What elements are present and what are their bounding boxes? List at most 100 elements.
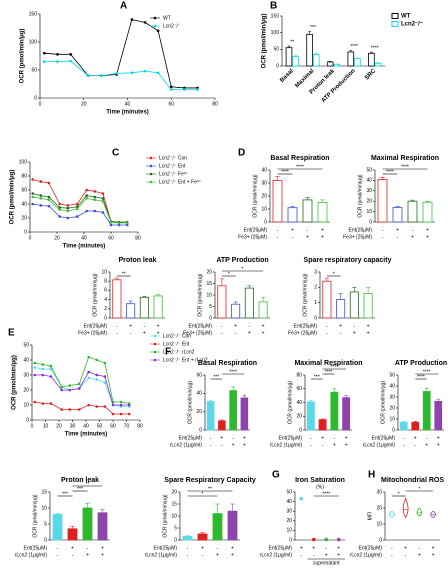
sig-label: * [398, 491, 400, 497]
bar [330, 391, 339, 431]
data-point [95, 373, 99, 377]
sig-label: **** [330, 364, 338, 370]
data-point [69, 59, 72, 63]
bar [231, 303, 241, 319]
data-point [85, 188, 88, 192]
data-point [49, 402, 53, 405]
condition-mark: + [157, 323, 160, 329]
y-tick-label: 0 [34, 95, 37, 101]
data-point [93, 190, 97, 193]
y-tick-label: 30 [286, 509, 292, 515]
condition-mark: - [57, 545, 59, 551]
bar [318, 419, 327, 431]
y-tick-label: 20 [376, 505, 382, 511]
bar [67, 528, 78, 541]
condition-mark: - [221, 442, 223, 448]
sig-label: * [228, 271, 230, 277]
data-point [109, 223, 113, 227]
bar [333, 63, 341, 67]
condition-mark: + [432, 545, 435, 551]
condition-mark: + [291, 227, 294, 233]
y-tick-label: 8 [104, 279, 107, 285]
y-tick-label: 40 [21, 201, 27, 207]
data-point [41, 367, 45, 371]
x-tick-label: Basal [279, 68, 295, 84]
y-tick-label: 2 [314, 285, 317, 291]
bar [139, 296, 149, 319]
condition-mark: - [354, 323, 356, 329]
condition-label: Ent(25μM) [279, 435, 303, 441]
data-point [87, 355, 90, 359]
condition-mark: + [345, 442, 348, 448]
data-point [101, 192, 105, 195]
condition-label: Ent(25μM) [359, 545, 383, 551]
data-point [103, 405, 107, 408]
x-tick-label: 60 [168, 101, 174, 107]
y-tick-label: 15 [206, 281, 212, 287]
data-point [75, 215, 79, 218]
y-tick-label: 40 [389, 383, 395, 389]
condition-mark: - [403, 435, 405, 441]
data-point [69, 53, 72, 56]
condition-mark: + [337, 552, 340, 558]
y-tick-label: 40 [286, 499, 292, 505]
legend-label: Lcn2⁻/⁻ Con [163, 333, 191, 339]
data-point [58, 215, 61, 218]
y-tick-label: 150 [29, 11, 38, 17]
y-axis-label: OCR (pmol/min/μg) [262, 14, 268, 69]
condition-mark: + [71, 545, 74, 551]
y-tick-label: 40 [296, 400, 302, 406]
y-axis-label: OCR (pmol/min/μg) [10, 170, 16, 225]
bar [182, 536, 193, 541]
condition-label: rLcn2 (1μg/ml) [170, 442, 203, 448]
y-tick-label: 30 [261, 180, 267, 186]
x-tick-label: 60 [108, 235, 114, 241]
condition-mark: + [432, 552, 435, 558]
data-point [31, 178, 34, 181]
bar [422, 201, 433, 223]
series-line [34, 371, 130, 406]
y-axis-label: OCR (pmol/min/μg) [162, 494, 168, 537]
y-tick-label: 20 [389, 405, 395, 411]
y-tick-label: 50 [31, 67, 37, 73]
y-tick-label: 60 [196, 372, 202, 378]
bar [342, 397, 351, 431]
condition-mark: - [300, 552, 302, 558]
x-tick-label: 20 [81, 101, 87, 107]
data-point [75, 207, 79, 211]
data-point [117, 221, 121, 225]
data-point [183, 88, 186, 91]
condition-mark: - [57, 552, 59, 558]
sig-label: **** [350, 44, 358, 50]
condition-mark: - [334, 435, 336, 441]
condition-mark: - [391, 552, 393, 558]
y-tick-label: 10 [171, 513, 177, 519]
x-tick-label: 0 [39, 101, 42, 107]
data-point [86, 74, 90, 77]
condition-label: Ent(25μM) [154, 545, 178, 551]
chart-title: Maximal Respiration [294, 360, 362, 367]
bar [411, 421, 420, 431]
bar [258, 301, 268, 319]
sig-label: *** [62, 491, 68, 497]
x-tick-label: 20 [56, 423, 62, 429]
condition-mark: + [426, 234, 429, 240]
data-point [101, 197, 105, 200]
bar [322, 280, 332, 319]
legend-marker [149, 164, 153, 168]
y-tick-label: 50 [286, 489, 292, 495]
condition-mark: - [277, 227, 279, 233]
panel-letter: H [368, 470, 375, 481]
sig-label: ** [122, 271, 126, 277]
bar [240, 397, 249, 431]
bar [374, 62, 382, 67]
y-axis-label: OCR (pmol/min/μg) [187, 381, 193, 424]
condition-label: rLcn2 (1μg/ml) [350, 552, 383, 558]
data-point [39, 204, 43, 207]
condition-mark: + [414, 435, 417, 441]
condition-mark: + [243, 435, 246, 441]
y-tick-label: 30 [376, 489, 382, 495]
data-point [87, 403, 90, 407]
data-point [156, 71, 160, 75]
